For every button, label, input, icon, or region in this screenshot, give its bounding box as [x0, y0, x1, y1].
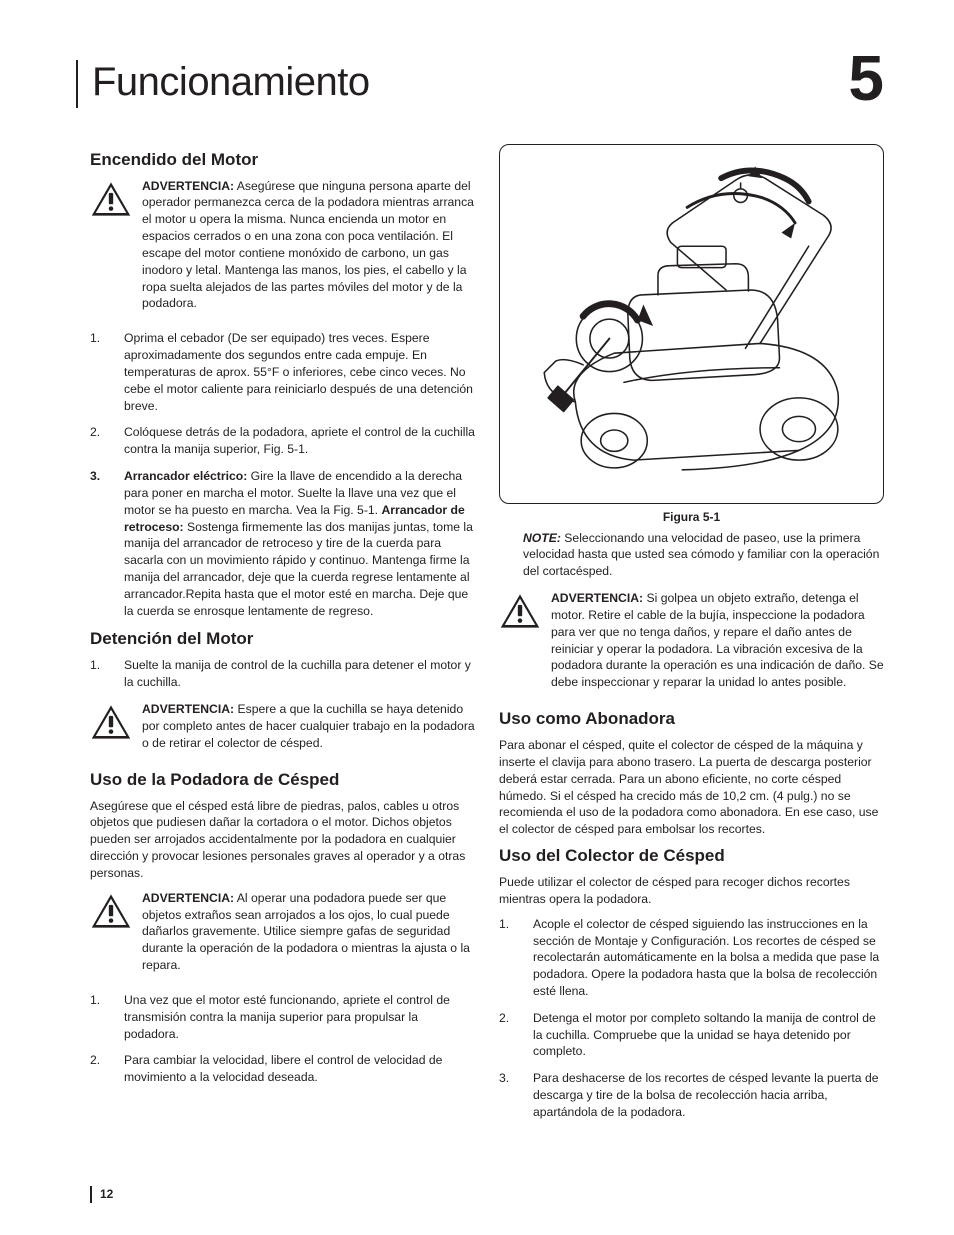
warning-block: ADVERTENCIA: Espere a que la cuchilla se… [90, 701, 475, 759]
page-title: Funcionamiento [92, 60, 848, 105]
paragraph: Para abonar el césped, quite el colector… [499, 737, 884, 838]
warning-block: ADVERTENCIA: Al operar una podadora pued… [90, 890, 475, 982]
heading-colector: Uso del Colector de Césped [499, 846, 884, 866]
steps-uso-podadora: Una vez que el motor esté funcionando, a… [90, 992, 475, 1086]
list-item: Arrancador eléctrico: Gire la llave de e… [90, 468, 475, 619]
warning-icon [90, 892, 132, 930]
warning-text: ADVERTENCIA: Si golpea un objeto extraño… [551, 590, 884, 691]
heading-encendido: Encendido del Motor [90, 150, 475, 170]
warning-block: ADVERTENCIA: Si golpea un objeto extraño… [499, 590, 884, 699]
list-item: Para deshacerse de los recortes de céspe… [499, 1070, 884, 1120]
list-item: Suelte la manija de control de la cuchil… [90, 657, 475, 691]
section-header: Funcionamiento 5 [76, 60, 884, 108]
mower-illustration [507, 149, 877, 499]
figure-5-1 [499, 144, 884, 504]
figure-caption: Figura 5-1 [499, 510, 884, 524]
page-number: 12 [90, 1186, 113, 1203]
list-item: Colóquese detrás de la podadora, apriete… [90, 424, 475, 458]
right-column: Figura 5-1 NOTE: Seleccionando una veloc… [499, 144, 884, 1131]
warning-icon [499, 592, 541, 630]
warning-text: ADVERTENCIA: Espere a que la cuchilla se… [142, 701, 475, 751]
paragraph: Puede utilizar el colector de césped par… [499, 874, 884, 908]
warning-icon [90, 703, 132, 741]
heading-abonadora: Uso como Abonadora [499, 709, 884, 729]
heading-uso-podadora: Uso de la Podadora de Césped [90, 770, 475, 790]
warning-text: ADVERTENCIA: Al operar una podadora pued… [142, 890, 475, 974]
paragraph: Asegúrese que el césped está libre de pi… [90, 798, 475, 882]
left-column: Encendido del Motor ADVERTENCIA: Asegúre… [90, 144, 475, 1131]
warning-block: ADVERTENCIA: Asegúrese que ninguna perso… [90, 178, 475, 321]
note-block: NOTE: Seleccionando una velocidad de pas… [499, 530, 884, 580]
heading-detencion: Detención del Motor [90, 629, 475, 649]
steps-encendido: Oprima el cebador (De ser equipado) tres… [90, 330, 475, 619]
list-item: Una vez que el motor esté funcionando, a… [90, 992, 475, 1042]
section-number: 5 [848, 50, 884, 108]
list-item: Detenga el motor por completo soltando l… [499, 1010, 884, 1060]
warning-icon [90, 180, 132, 218]
list-item: Para cambiar la velocidad, libere el con… [90, 1052, 475, 1086]
warning-text: ADVERTENCIA: Asegúrese que ninguna perso… [142, 178, 475, 313]
list-item: Acople el colector de césped siguiendo l… [499, 916, 884, 1000]
steps-detencion: Suelte la manija de control de la cuchil… [90, 657, 475, 691]
list-item: Oprima el cebador (De ser equipado) tres… [90, 330, 475, 414]
steps-colector: Acople el colector de césped siguiendo l… [499, 916, 884, 1121]
